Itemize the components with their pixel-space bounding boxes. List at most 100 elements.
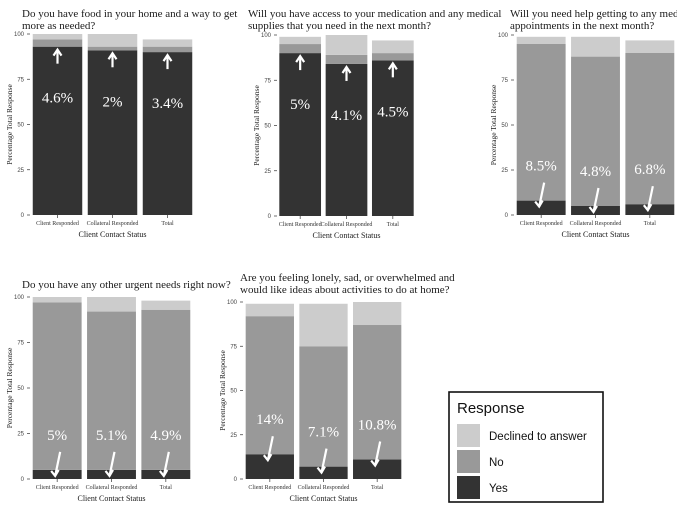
annotation-label: 4.6% — [42, 91, 73, 107]
legend-swatch — [457, 424, 480, 447]
y-tick-label: 0 — [21, 477, 25, 483]
y-tick-label: 75 — [17, 77, 24, 83]
y-tick-label: 75 — [17, 341, 24, 347]
annotation-label: 8.5% — [526, 159, 557, 175]
y-tick-label: 100 — [498, 33, 509, 39]
annotation-arrow-head — [316, 466, 326, 475]
y-tick-label: 50 — [230, 389, 237, 395]
annotation-arrow — [266, 435, 274, 461]
y-tick-label: 100 — [227, 300, 238, 306]
annotation-arrow — [646, 185, 654, 211]
annotation-arrow-head — [107, 51, 118, 60]
y-tick-label: 25 — [17, 432, 24, 438]
y-tick-label: 50 — [501, 123, 508, 129]
x-tick-label: Client Responded — [520, 221, 563, 227]
annotation-arrow-head — [262, 453, 273, 463]
legend-swatch — [457, 450, 480, 473]
bar-segment-no — [371, 53, 414, 61]
bar-segment-no — [279, 44, 322, 54]
annotation-arrow-head — [642, 203, 653, 213]
bar-segment-declined-to-answer — [32, 34, 83, 40]
chart-panel-3: Will you need help getting to any medica… — [489, 8, 677, 239]
annotation-label: 2% — [103, 94, 123, 110]
annotation-label: 4.9% — [150, 428, 181, 444]
bar-segment-yes — [32, 46, 83, 215]
annotation-arrow — [374, 441, 382, 466]
annotation-arrow — [162, 451, 170, 477]
chart-title: Will you need help getting to any medica… — [510, 8, 677, 20]
y-tick-label: 0 — [505, 213, 509, 219]
y-tick-label: 25 — [230, 433, 237, 439]
y-tick-label: 50 — [17, 123, 24, 129]
annotation-label: 5% — [290, 97, 310, 113]
bar-segment-no — [353, 325, 402, 460]
bar-segment-yes — [516, 200, 566, 215]
bar-segment-no — [32, 302, 82, 470]
x-tick-label: Collateral Responded — [86, 485, 138, 491]
y-tick-label: 100 — [261, 33, 272, 39]
annotation-arrow-head — [370, 458, 380, 468]
annotation-arrow — [54, 451, 62, 477]
bar-segment-declined-to-answer — [87, 34, 138, 47]
legend: Response Declined to answer No Yes — [448, 391, 604, 503]
annotation-arrow — [320, 448, 328, 473]
annotation-label: 14% — [256, 412, 284, 428]
bar-segment-declined-to-answer — [371, 40, 414, 54]
annotation-label: 5.1% — [96, 428, 127, 444]
chart-title: supplies that you need in the next month… — [248, 20, 431, 32]
annotation-label: 4.1% — [331, 108, 362, 124]
annotation-arrow — [592, 187, 600, 213]
annotation-arrow-head — [158, 469, 169, 478]
annotation-label: 3.4% — [152, 96, 183, 112]
y-axis-label: Percentage Total Response — [252, 85, 261, 166]
chart-panel-5: Are you feeling lonely, sad, or overwhel… — [218, 272, 455, 503]
chart-title: more as needed? — [22, 20, 95, 32]
x-tick-label: Total — [644, 221, 657, 227]
y-tick-label: 75 — [264, 78, 271, 84]
y-tick-label: 50 — [264, 124, 271, 130]
annotation-label: 10.8% — [358, 418, 397, 434]
y-tick-label: 0 — [21, 213, 25, 219]
bar-segment-declined-to-answer — [353, 302, 402, 326]
annotation-arrow — [108, 451, 116, 477]
bar-segment-declined-to-answer — [325, 35, 368, 55]
chart-title: Will you have access to your medication … — [248, 8, 501, 20]
annotation-arrow-head — [104, 469, 114, 478]
chart-title: appointments in the next month? — [510, 20, 654, 32]
y-tick-label: 100 — [14, 32, 25, 38]
x-axis-label: Client Contact Status — [78, 494, 146, 503]
annotation-label: 7.1% — [308, 425, 339, 441]
bar-segment-declined-to-answer — [279, 36, 322, 45]
bar-segment-declined-to-answer — [516, 36, 566, 44]
bar-segment-declined-to-answer — [625, 40, 675, 53]
x-tick-label: Collateral Responded — [87, 221, 139, 227]
bar-segment-no — [245, 316, 294, 455]
bar-segment-yes — [299, 466, 348, 479]
y-axis-label: Percentage Total Response — [218, 350, 227, 431]
bar-segment-no — [571, 56, 620, 206]
annotation-label: 6.8% — [634, 162, 665, 178]
bar-segment-no — [142, 46, 193, 53]
bar-segment-yes — [279, 53, 322, 216]
bar-segment-yes — [87, 50, 138, 215]
bar-segment-no — [87, 311, 136, 470]
bar-segment-no — [87, 46, 138, 51]
legend-label: Declined to answer — [489, 431, 587, 443]
legend-label: No — [489, 457, 504, 469]
x-tick-label: Client Responded — [248, 485, 291, 491]
bar-segment-no — [299, 346, 348, 467]
x-axis-label: Client Contact Status — [290, 494, 358, 503]
x-tick-label: Total — [387, 222, 400, 228]
x-tick-label: Client Responded — [36, 221, 79, 227]
annotation-label: 5% — [47, 428, 67, 444]
y-tick-label: 75 — [501, 78, 508, 84]
bar-segment-declined-to-answer — [299, 303, 348, 347]
y-axis-label: Percentage Total Response — [5, 347, 14, 428]
annotation-arrow-head — [341, 64, 352, 74]
chart-panel-4: Do you have any other urgent needs right… — [5, 279, 231, 503]
annotation-arrow-head — [295, 54, 306, 63]
bar-segment-declined-to-answer — [141, 300, 191, 310]
y-tick-label: 100 — [14, 295, 25, 301]
x-tick-label: Client Responded — [279, 222, 322, 228]
